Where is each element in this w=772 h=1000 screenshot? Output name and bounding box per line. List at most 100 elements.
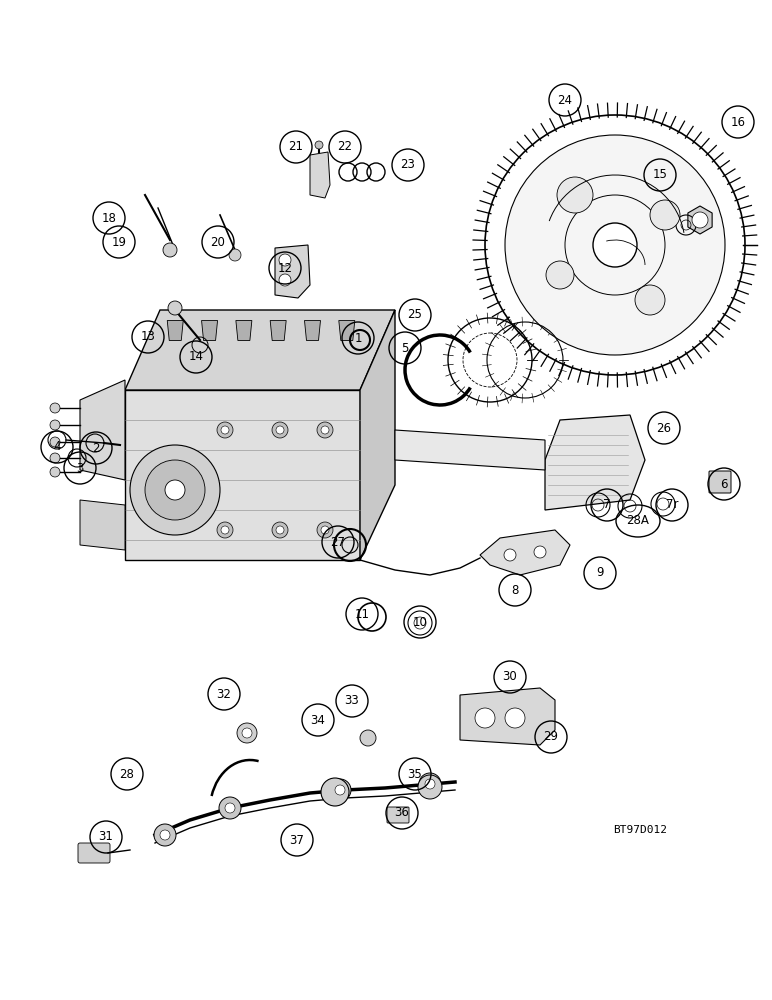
Text: 20: 20 xyxy=(211,235,225,248)
Circle shape xyxy=(272,422,288,438)
Circle shape xyxy=(221,426,229,434)
Circle shape xyxy=(534,546,546,558)
Circle shape xyxy=(160,830,170,840)
Polygon shape xyxy=(236,320,252,340)
Circle shape xyxy=(505,135,725,355)
Text: 22: 22 xyxy=(337,140,353,153)
Text: 25: 25 xyxy=(408,308,422,322)
Circle shape xyxy=(635,285,665,315)
Circle shape xyxy=(425,779,435,789)
Polygon shape xyxy=(168,320,183,340)
Circle shape xyxy=(329,779,351,801)
Text: 13: 13 xyxy=(141,330,155,344)
Circle shape xyxy=(276,526,284,534)
Circle shape xyxy=(130,445,220,535)
Text: 24: 24 xyxy=(557,94,573,106)
Circle shape xyxy=(504,549,516,561)
Text: 21: 21 xyxy=(289,140,303,153)
Polygon shape xyxy=(395,430,545,470)
Circle shape xyxy=(335,785,345,795)
FancyBboxPatch shape xyxy=(78,843,110,863)
Text: 33: 33 xyxy=(344,694,360,708)
Text: 7: 7 xyxy=(603,498,611,512)
Circle shape xyxy=(321,778,349,806)
Circle shape xyxy=(593,223,637,267)
Polygon shape xyxy=(480,530,570,575)
Circle shape xyxy=(419,773,441,795)
Circle shape xyxy=(321,526,329,534)
Circle shape xyxy=(315,141,323,149)
Circle shape xyxy=(221,526,229,534)
Polygon shape xyxy=(545,415,645,510)
Text: 2: 2 xyxy=(92,442,100,454)
Circle shape xyxy=(229,249,241,261)
Text: BT97D012: BT97D012 xyxy=(613,825,667,835)
Circle shape xyxy=(50,437,60,447)
Text: 26: 26 xyxy=(656,422,672,434)
Circle shape xyxy=(475,708,495,728)
Text: 34: 34 xyxy=(310,714,326,726)
Circle shape xyxy=(168,301,182,315)
Circle shape xyxy=(225,803,235,813)
Text: 23: 23 xyxy=(401,158,415,172)
Circle shape xyxy=(163,243,177,257)
Circle shape xyxy=(650,200,680,230)
Text: 3: 3 xyxy=(76,462,83,475)
Text: 30: 30 xyxy=(503,670,517,684)
Text: 11: 11 xyxy=(354,607,370,620)
Polygon shape xyxy=(275,245,310,298)
Text: 6: 6 xyxy=(720,478,728,490)
Polygon shape xyxy=(125,310,395,390)
Circle shape xyxy=(321,426,329,434)
Circle shape xyxy=(219,797,241,819)
Circle shape xyxy=(546,261,574,289)
Text: 31: 31 xyxy=(99,830,113,844)
Text: 8: 8 xyxy=(511,584,519,596)
Polygon shape xyxy=(80,500,125,550)
Text: 28A: 28A xyxy=(627,514,649,528)
Circle shape xyxy=(272,522,288,538)
Polygon shape xyxy=(688,206,712,234)
Text: 37: 37 xyxy=(290,834,304,846)
Circle shape xyxy=(50,453,60,463)
Text: 1: 1 xyxy=(354,332,362,344)
Circle shape xyxy=(145,460,205,520)
Text: 16: 16 xyxy=(730,115,746,128)
Circle shape xyxy=(50,403,60,413)
Text: 9: 9 xyxy=(596,566,604,580)
Circle shape xyxy=(50,420,60,430)
Polygon shape xyxy=(360,310,395,560)
Text: 10: 10 xyxy=(412,615,428,629)
Circle shape xyxy=(217,522,233,538)
Text: 14: 14 xyxy=(188,351,204,363)
Text: 29: 29 xyxy=(543,730,558,744)
Text: 28: 28 xyxy=(120,768,134,780)
Circle shape xyxy=(276,426,284,434)
Circle shape xyxy=(360,730,376,746)
Circle shape xyxy=(217,422,233,438)
Polygon shape xyxy=(304,320,320,340)
Circle shape xyxy=(317,422,333,438)
Circle shape xyxy=(165,480,185,500)
Polygon shape xyxy=(80,380,125,480)
Circle shape xyxy=(154,824,176,846)
Text: 5: 5 xyxy=(401,342,408,355)
Text: 32: 32 xyxy=(217,688,232,700)
Polygon shape xyxy=(125,390,360,560)
Text: 35: 35 xyxy=(408,768,422,780)
Circle shape xyxy=(505,708,525,728)
Circle shape xyxy=(692,212,708,228)
FancyBboxPatch shape xyxy=(387,807,409,823)
Circle shape xyxy=(279,274,291,286)
Text: 7r: 7r xyxy=(665,498,679,512)
Polygon shape xyxy=(460,688,555,745)
Circle shape xyxy=(237,723,257,743)
Circle shape xyxy=(242,728,252,738)
Polygon shape xyxy=(310,152,330,198)
Circle shape xyxy=(279,254,291,266)
Polygon shape xyxy=(270,320,286,340)
Text: 12: 12 xyxy=(277,261,293,274)
Circle shape xyxy=(557,177,593,213)
FancyBboxPatch shape xyxy=(709,471,731,493)
Circle shape xyxy=(50,467,60,477)
